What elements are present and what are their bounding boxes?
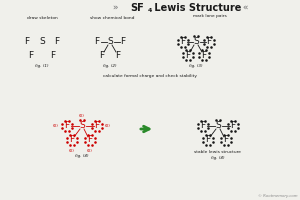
Text: (0): (0)	[53, 124, 59, 128]
Text: »: »	[112, 3, 118, 12]
Text: F: F	[50, 51, 56, 60]
Text: (0): (0)	[69, 149, 75, 153]
Text: 4: 4	[148, 7, 152, 12]
Text: F: F	[28, 51, 34, 60]
Text: F: F	[224, 136, 229, 144]
Text: F: F	[200, 121, 206, 130]
Text: F: F	[87, 136, 93, 144]
Text: fig. (1): fig. (1)	[35, 64, 49, 68]
Text: SF: SF	[130, 3, 144, 13]
Text: S: S	[39, 38, 45, 46]
Text: Lewis Structure: Lewis Structure	[151, 3, 242, 13]
Text: F: F	[64, 121, 70, 130]
Text: © Rootmemory.com: © Rootmemory.com	[259, 194, 298, 198]
Text: F: F	[69, 136, 75, 144]
Text: F: F	[24, 38, 30, 46]
Text: F: F	[185, 50, 190, 60]
Text: F: F	[206, 136, 211, 144]
Text: stable lewis structure: stable lewis structure	[194, 150, 242, 154]
Text: F: F	[180, 38, 186, 46]
Text: (0): (0)	[87, 149, 93, 153]
Text: «: «	[242, 3, 248, 12]
Text: F: F	[54, 38, 60, 46]
Text: F: F	[201, 50, 207, 60]
Text: F: F	[116, 50, 121, 60]
Text: mark lone pairs: mark lone pairs	[193, 14, 227, 18]
Text: (0): (0)	[79, 114, 85, 118]
Text: draw skeleton: draw skeleton	[27, 16, 57, 20]
Text: S: S	[215, 121, 221, 130]
Text: F: F	[94, 38, 100, 46]
Text: F: F	[120, 38, 126, 46]
Text: show chemical bond: show chemical bond	[90, 16, 134, 20]
Text: fig. (2): fig. (2)	[103, 64, 117, 68]
Text: F: F	[230, 121, 236, 130]
Text: fig. (4): fig. (4)	[75, 154, 89, 158]
Text: F: F	[94, 121, 100, 130]
Text: fig. (3): fig. (3)	[189, 64, 203, 68]
Text: F: F	[99, 50, 105, 60]
Text: S: S	[79, 121, 85, 130]
Text: S: S	[193, 38, 199, 46]
Text: (0): (0)	[105, 124, 111, 128]
Text: fig. (4): fig. (4)	[211, 156, 225, 160]
Text: calculate formal charge and check stability: calculate formal charge and check stabil…	[103, 74, 197, 78]
Text: F: F	[206, 38, 211, 46]
Text: S: S	[107, 38, 113, 46]
